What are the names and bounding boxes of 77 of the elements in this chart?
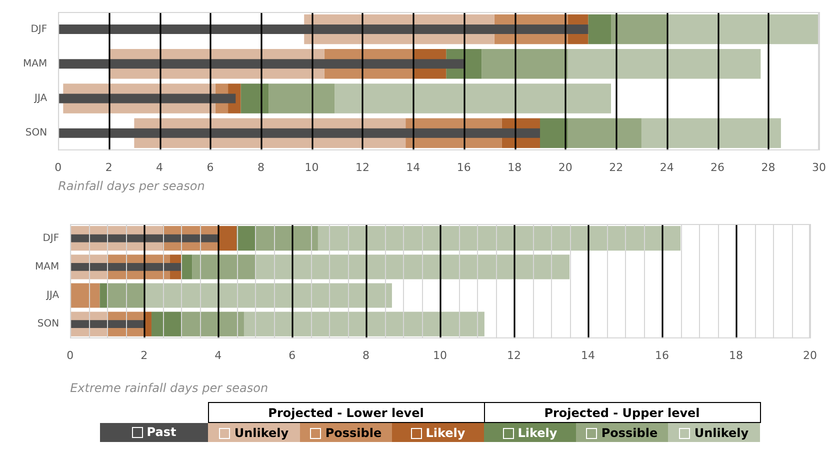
x-tick-label: 22 — [609, 160, 624, 174]
bar — [268, 84, 335, 114]
y-tick-label: DJF — [42, 232, 60, 244]
bar — [58, 59, 464, 69]
x-tick-label: 12 — [355, 160, 370, 174]
bar — [70, 283, 100, 308]
legend-label: Unlikely — [234, 426, 289, 440]
bar — [540, 118, 568, 148]
x-axis-title: Extreme rainfall days per season — [70, 380, 268, 395]
bar — [218, 226, 237, 251]
text: Projected - Upper level — [484, 402, 760, 422]
x-tick-label: 20 — [803, 348, 817, 362]
x-tick-label: 6 — [206, 160, 214, 174]
y-tick-label: DJF — [30, 24, 48, 35]
y-tick-label: JJA — [46, 290, 60, 302]
bar — [236, 226, 256, 251]
bar — [70, 320, 144, 328]
bar — [641, 118, 781, 148]
bar — [58, 94, 236, 104]
x-tick-label: 16 — [456, 160, 471, 174]
bar — [151, 312, 182, 336]
x-tick-label: 10 — [433, 348, 448, 362]
bar — [255, 226, 318, 251]
x-tick-label: 30 — [812, 160, 826, 174]
x-tick-label: 18 — [508, 160, 522, 174]
bar — [568, 49, 761, 79]
text: Projected - Lower level — [208, 402, 484, 422]
bar — [240, 84, 269, 114]
x-tick-label: 2 — [105, 160, 112, 174]
legend-label: Likely — [426, 426, 466, 440]
bar — [181, 312, 244, 336]
x-tick-label: 14 — [581, 348, 596, 362]
legend-label: Unlikely — [694, 426, 749, 440]
bar — [144, 283, 392, 308]
x-tick-label: 14 — [406, 160, 420, 174]
bar — [181, 254, 192, 280]
legend-label: Possible — [601, 426, 658, 440]
bar — [334, 84, 612, 114]
x-tick-label: 6 — [288, 348, 296, 362]
x-tick-label: 8 — [258, 160, 265, 174]
x-tick-label: 18 — [729, 348, 744, 362]
bar — [58, 24, 588, 34]
bar — [318, 226, 681, 251]
y-tick-label: SON — [37, 318, 60, 330]
x-tick-label: 28 — [761, 160, 776, 174]
bar — [192, 254, 256, 280]
bar — [666, 14, 819, 44]
bar — [588, 14, 612, 44]
x-tick-label: 8 — [362, 348, 370, 362]
y-tick-label: MAM — [22, 58, 48, 70]
bar — [482, 49, 568, 79]
x-tick-label: 10 — [304, 160, 319, 174]
bar — [255, 254, 570, 280]
legend-label: Likely — [518, 426, 558, 440]
bar — [100, 283, 108, 308]
bar — [58, 128, 540, 138]
y-tick-label: MAM — [34, 261, 60, 272]
legend-label: Possible — [325, 426, 382, 440]
x-tick-label: 4 — [214, 348, 222, 362]
legend-label: Past — [146, 425, 176, 440]
bar — [568, 118, 642, 148]
x-tick-label: 4 — [156, 160, 164, 174]
bar — [244, 312, 484, 336]
bar — [70, 262, 182, 271]
x-tick-label: 24 — [660, 160, 674, 174]
x-tick-label: 16 — [655, 348, 670, 362]
x-tick-label: 0 — [66, 348, 74, 362]
x-tick-label: 2 — [140, 348, 148, 362]
y-tick-label: SON — [25, 128, 48, 139]
x-tick-label: 20 — [558, 160, 572, 174]
y-tick-label: JJA — [34, 93, 48, 104]
x-axis-title: Rainfall days per season — [58, 178, 205, 193]
bar — [107, 283, 144, 308]
x-tick-label: 26 — [710, 160, 725, 174]
x-tick-label: 0 — [54, 160, 62, 174]
bar — [611, 14, 667, 44]
x-tick-label: 12 — [507, 348, 522, 362]
